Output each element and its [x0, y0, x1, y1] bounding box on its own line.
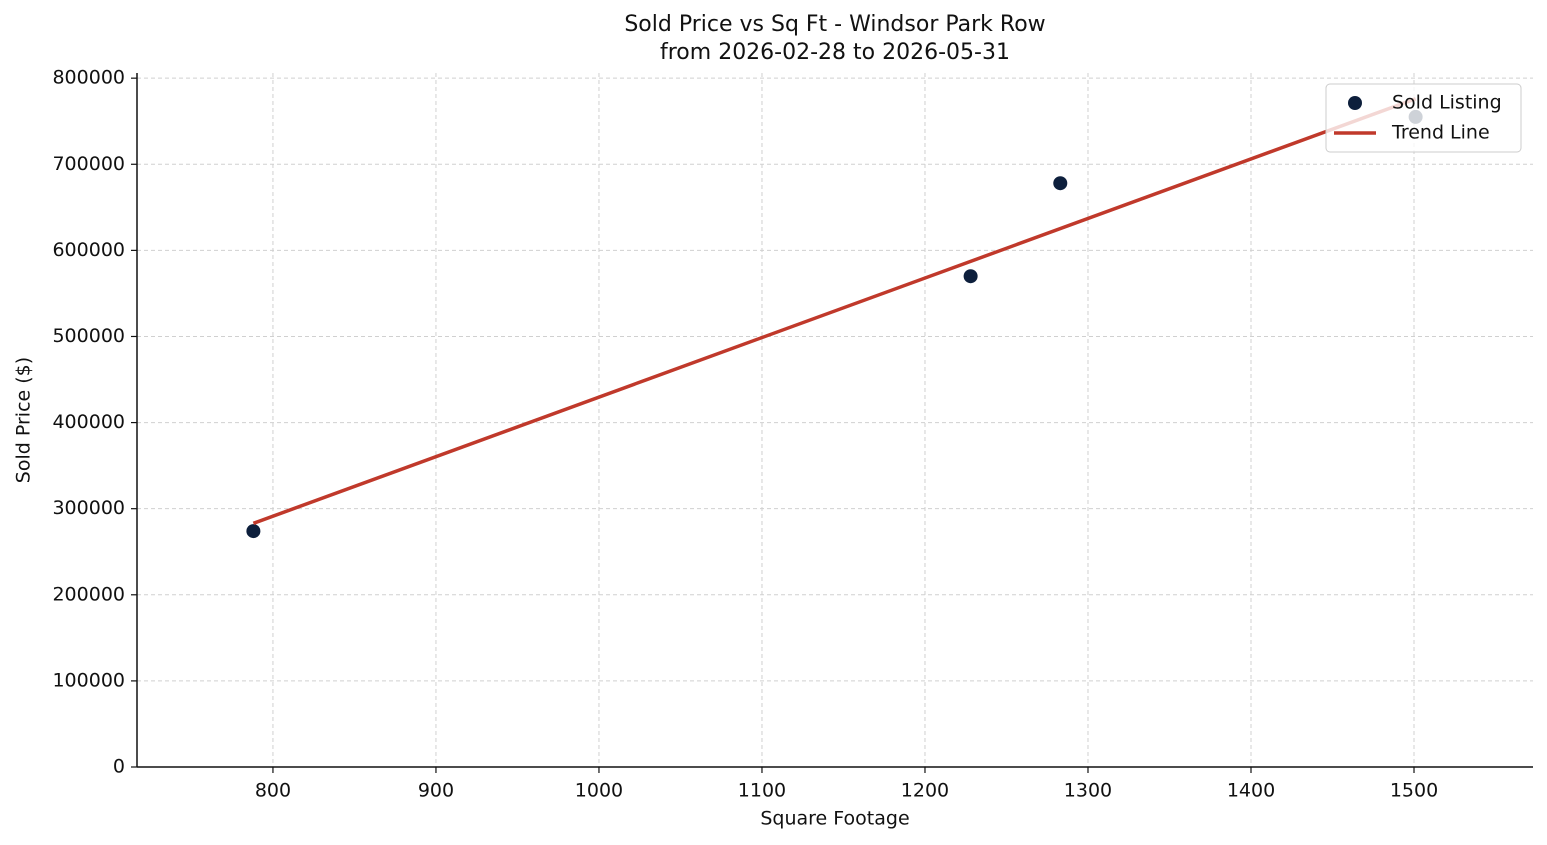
y-tick-label: 100000	[52, 669, 125, 691]
y-tick-label: 0	[113, 756, 125, 778]
x-tick-label: 1000	[575, 780, 623, 802]
legend-marker	[1348, 96, 1362, 110]
x-tick-label: 800	[255, 780, 291, 802]
trend-line	[252, 97, 1417, 525]
x-tick-label: 900	[418, 780, 454, 802]
y-tick-label: 800000	[52, 67, 125, 89]
y-tick-label: 400000	[52, 411, 125, 433]
chart-title: Sold Price vs Sq Ft - Windsor Park Row	[624, 12, 1045, 37]
grid	[137, 73, 1533, 768]
x-axis-label: Square Footage	[760, 808, 909, 830]
x-tick-label: 1400	[1227, 780, 1275, 802]
x-tick-label: 1100	[738, 780, 786, 802]
y-tick-label: 600000	[52, 239, 125, 261]
y-tick-label: 200000	[52, 583, 125, 605]
point	[1053, 176, 1068, 191]
y-tick-label: 500000	[52, 325, 125, 347]
y-tick-label: 300000	[52, 497, 125, 519]
legend-box	[1325, 83, 1522, 153]
x-tick-label: 1200	[901, 780, 949, 802]
legend-label: Trend Line	[1391, 122, 1490, 144]
chart-subtitle: from 2026-02-28 to 2026-05-31	[660, 40, 1010, 65]
x-tick-label: 1500	[1390, 780, 1438, 802]
legend-label: Sold Listing	[1392, 92, 1502, 114]
y-tick-label: 700000	[52, 153, 125, 175]
x-tick-label: 1300	[1064, 780, 1112, 802]
y-axis-label: Sold Price ($)	[13, 357, 35, 483]
point	[246, 524, 261, 539]
legend: Sold Listing Trend Line	[1325, 83, 1522, 153]
point	[963, 269, 978, 284]
